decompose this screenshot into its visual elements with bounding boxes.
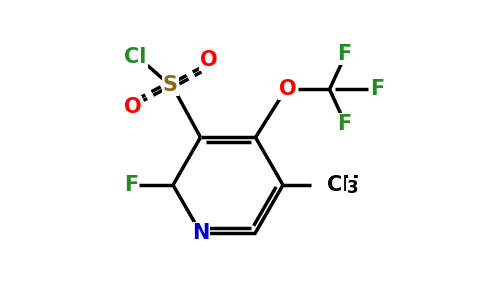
Text: O: O: [200, 50, 217, 70]
Text: 3: 3: [347, 179, 359, 197]
Text: F: F: [337, 44, 351, 64]
Text: O: O: [124, 98, 141, 117]
Text: F: F: [337, 114, 351, 134]
Text: Cl: Cl: [124, 47, 147, 68]
Text: S: S: [163, 75, 178, 95]
Text: F: F: [124, 175, 138, 195]
Text: CH: CH: [327, 175, 360, 195]
Text: O: O: [279, 80, 296, 99]
Text: F: F: [370, 80, 385, 99]
Text: N: N: [192, 223, 209, 243]
